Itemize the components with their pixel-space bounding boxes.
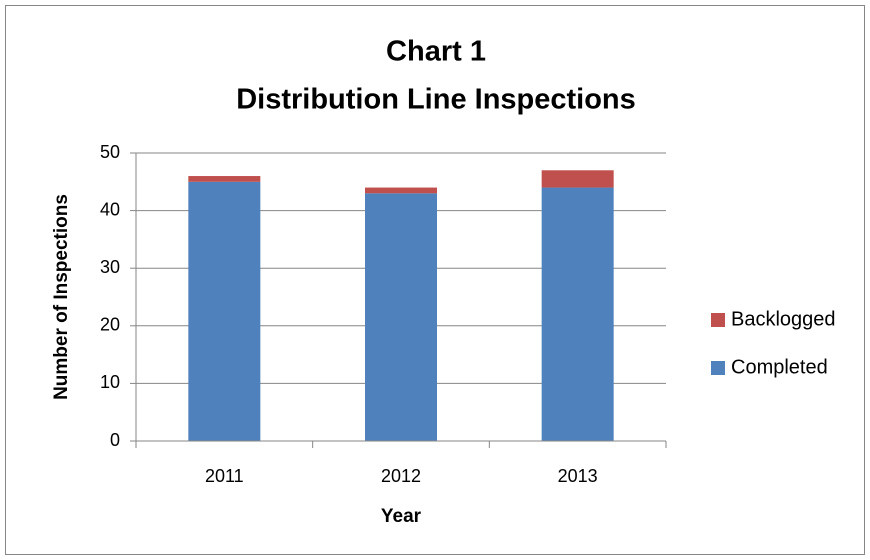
y-tick-label: 30	[100, 257, 120, 277]
chart-subtitle: Distribution Line Inspections	[236, 84, 636, 116]
y-tick-label: 0	[110, 430, 120, 450]
bar-segment	[541, 187, 614, 441]
x-tick-label: 2013	[558, 466, 598, 486]
y-tick-label: 40	[100, 199, 120, 219]
y-tick-label: 10	[100, 372, 120, 392]
legend-label: Completed	[731, 356, 828, 378]
x-tick-label: 2011	[205, 466, 244, 486]
bar-segment	[188, 176, 261, 182]
y-tick-label: 20	[100, 315, 120, 335]
bar-segment	[188, 181, 261, 442]
bar-segment	[365, 187, 437, 194]
bar-segment	[541, 170, 614, 188]
y-axis-label: Number of Inspections	[51, 194, 72, 400]
legend-swatch	[711, 361, 725, 375]
y-tick-label: 50	[100, 142, 120, 162]
legend-swatch	[711, 313, 725, 327]
x-tick-label: 2012	[381, 466, 421, 486]
chart-title: Chart 1	[386, 36, 486, 68]
x-axis-label: Year	[381, 506, 422, 527]
bar-segment	[365, 193, 437, 441]
legend-label: Backlogged	[731, 308, 836, 330]
